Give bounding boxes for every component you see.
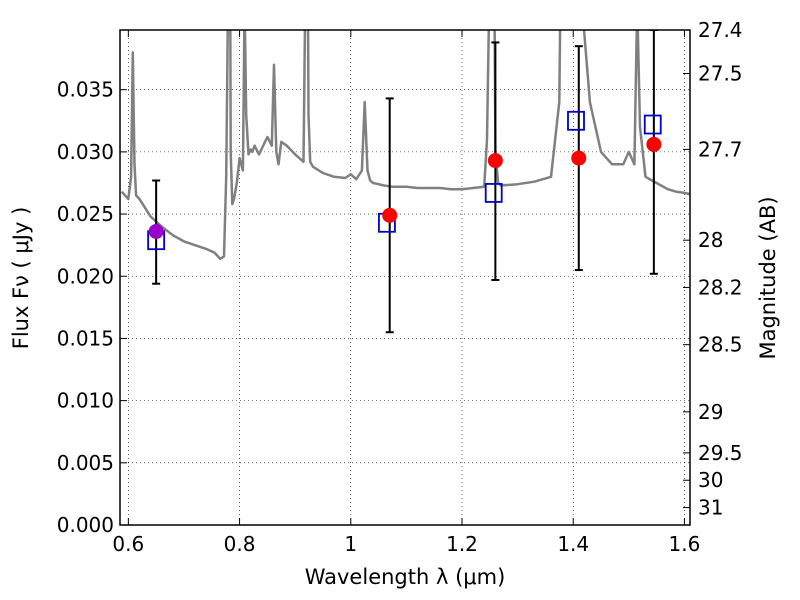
- y2-tick-label: 28: [698, 228, 723, 252]
- y-tick-label: 0.025: [57, 202, 114, 226]
- observed-flux-point: [382, 207, 398, 223]
- x-tick-label: 1.4: [557, 532, 589, 556]
- y-axis-right: 27.4 27.5 27.7 28 28.2 28.5 29 29.5 30 31: [683, 18, 743, 520]
- y-axis-left: 0.000 0.005 0.010 0.015 0.020 0.025 0.030 0.035: [57, 78, 127, 537]
- y2-tick-label: 28.5: [698, 333, 743, 357]
- y2-tick-label: 29.5: [698, 441, 743, 465]
- x-tick-label: 1.2: [446, 532, 478, 556]
- y2-tick-label: 28.2: [698, 275, 743, 299]
- model-photometry-square: [567, 110, 585, 131]
- observed-flux-point: [148, 223, 164, 239]
- observed-flux-point: [571, 150, 587, 166]
- y2-tick-label: 29: [698, 400, 723, 424]
- y-tick-label: 0.035: [57, 78, 114, 102]
- y-tick-label: 0.030: [57, 140, 114, 164]
- model-spectrum-line: [120, 30, 690, 261]
- observed-flux-point: [487, 153, 503, 169]
- y-axis-label: Flux Fν ( μJy ): [9, 207, 33, 350]
- x-tick-label: 1.6: [669, 532, 701, 556]
- plot-background: [120, 30, 690, 525]
- y2-tick-label: 30: [698, 468, 723, 492]
- y2-tick-label: 27.5: [698, 62, 743, 86]
- y2-tick-label: 27.4: [698, 18, 743, 42]
- model-photometry-square: [484, 183, 503, 203]
- plot-area: [120, 30, 690, 334]
- y-tick-label: 0.005: [57, 451, 114, 475]
- y-tick-label: 0.000: [57, 513, 114, 537]
- plot-frame: [119, 29, 691, 526]
- y-tick-label: 0.010: [57, 389, 114, 413]
- observed-flux-point: [646, 136, 662, 152]
- y2-tick-label: 31: [698, 496, 723, 520]
- y2-axis-label: Magnitude (AB): [756, 196, 780, 359]
- x-axis: 0.6 0.8 1 1.2 1.4 1.6: [112, 30, 700, 556]
- y-tick-label: 0.015: [57, 326, 114, 350]
- x-axis-label: Wavelength λ (μm): [305, 565, 506, 589]
- x-tick-label: 0.8: [224, 532, 256, 556]
- x-tick-label: 1: [344, 532, 357, 556]
- y2-tick-label: 27.7: [698, 137, 743, 161]
- x-tick-label: 0.6: [112, 532, 144, 556]
- y-tick-label: 0.020: [57, 264, 114, 288]
- grid: [120, 30, 690, 525]
- model-photometry-square: [643, 114, 662, 135]
